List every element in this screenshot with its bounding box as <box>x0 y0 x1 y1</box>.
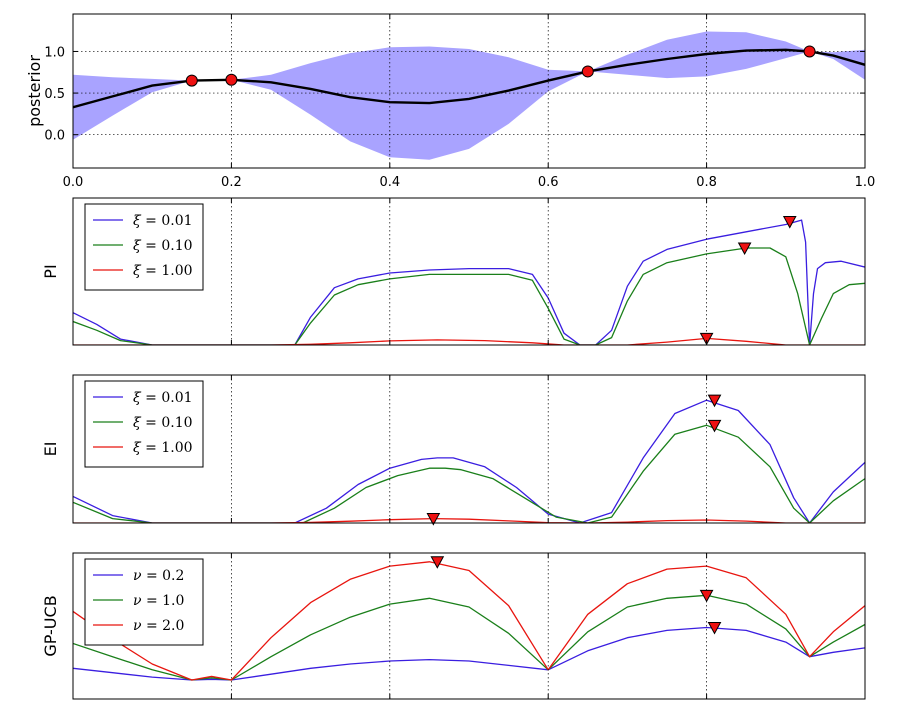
series-line <box>73 399 865 523</box>
legend-box <box>84 558 204 646</box>
grid <box>73 14 865 168</box>
axes-frame <box>72 552 866 700</box>
grid <box>231 198 707 345</box>
legend: ν = 0.2 ν = 1.0 ν = 2.0 <box>84 558 204 646</box>
x-tick-label: 0.0 <box>63 175 84 190</box>
legend-label: ξ = 0.01 <box>133 213 193 229</box>
maximum-marker <box>707 394 722 408</box>
legend-label: ξ = 0.10 <box>133 238 193 254</box>
legend-label: ξ = 0.01 <box>133 390 193 406</box>
observation-point <box>225 73 238 86</box>
plot-area <box>73 561 865 681</box>
series-line <box>73 424 865 523</box>
posterior-mean-line <box>73 48 865 109</box>
series-line <box>73 517 865 523</box>
y-axis-label: posterior <box>25 55 44 127</box>
y-axis-label: EI <box>41 442 60 457</box>
legend: ξ = 0.01 ξ = 0.10 ξ = 1.00 <box>84 203 204 291</box>
legend-label: ξ = 0.10 <box>133 415 193 431</box>
axes-frame <box>72 197 866 346</box>
legend-label: ξ = 1.00 <box>133 263 193 279</box>
y-tick-label: 1.0 <box>44 45 65 60</box>
observation-point <box>185 74 198 87</box>
legend: ξ = 0.01 ξ = 0.10 ξ = 1.00 <box>84 380 204 468</box>
legend-box <box>84 380 204 468</box>
maximum-marker <box>699 332 714 346</box>
gp-ucb-panel: GP-UCB ν = 0.2 ν = 1.0 ν = 2.0 <box>41 552 866 700</box>
x-tick-label: 0.2 <box>221 175 242 190</box>
x-tick-label: 0.6 <box>538 175 559 190</box>
maximum-marker <box>782 216 797 229</box>
maximum-marker <box>707 621 722 635</box>
maximum-marker <box>426 513 441 526</box>
legend-box <box>84 203 204 291</box>
series-line <box>73 247 865 345</box>
pi-panel: PI ξ = 0.01 ξ = 0.10 ξ = 1.00 <box>41 197 866 346</box>
series-line <box>73 561 865 681</box>
y-tick-label: 0.5 <box>44 87 65 102</box>
y-tick-label: 0.0 <box>44 129 65 144</box>
series-line <box>73 219 865 345</box>
plot-area <box>73 219 865 345</box>
legend-label: ξ = 1.00 <box>133 440 193 456</box>
maximum-marker <box>430 556 445 569</box>
y-axis-label: GP-UCB <box>41 595 60 656</box>
observation-point <box>803 45 816 58</box>
series-line <box>73 594 865 681</box>
series-line <box>73 337 865 345</box>
maximum-marker <box>737 242 752 256</box>
series-line <box>73 626 865 681</box>
maximum-marker <box>707 419 722 433</box>
grid <box>231 553 707 699</box>
confidence-band <box>73 31 865 160</box>
axes-frame <box>72 374 866 524</box>
maximum-marker <box>699 589 714 603</box>
ei-panel: EI ξ = 0.01 ξ = 0.10 ξ = 1.00 <box>41 374 866 526</box>
legend-label: ν = 1.0 <box>133 593 184 609</box>
y-axis-label: PI <box>41 264 60 278</box>
observation-point <box>581 65 594 78</box>
grid <box>231 375 707 523</box>
legend-label: ν = 2.0 <box>133 618 184 634</box>
x-tick-label: 0.4 <box>379 175 400 190</box>
x-tick-label: 0.8 <box>696 175 717 190</box>
plot-area <box>73 399 865 523</box>
x-tick-label: 1.0 <box>855 175 876 190</box>
legend-label: ν = 0.2 <box>133 568 184 584</box>
axes-frame <box>72 13 866 169</box>
plot-area <box>73 31 865 160</box>
